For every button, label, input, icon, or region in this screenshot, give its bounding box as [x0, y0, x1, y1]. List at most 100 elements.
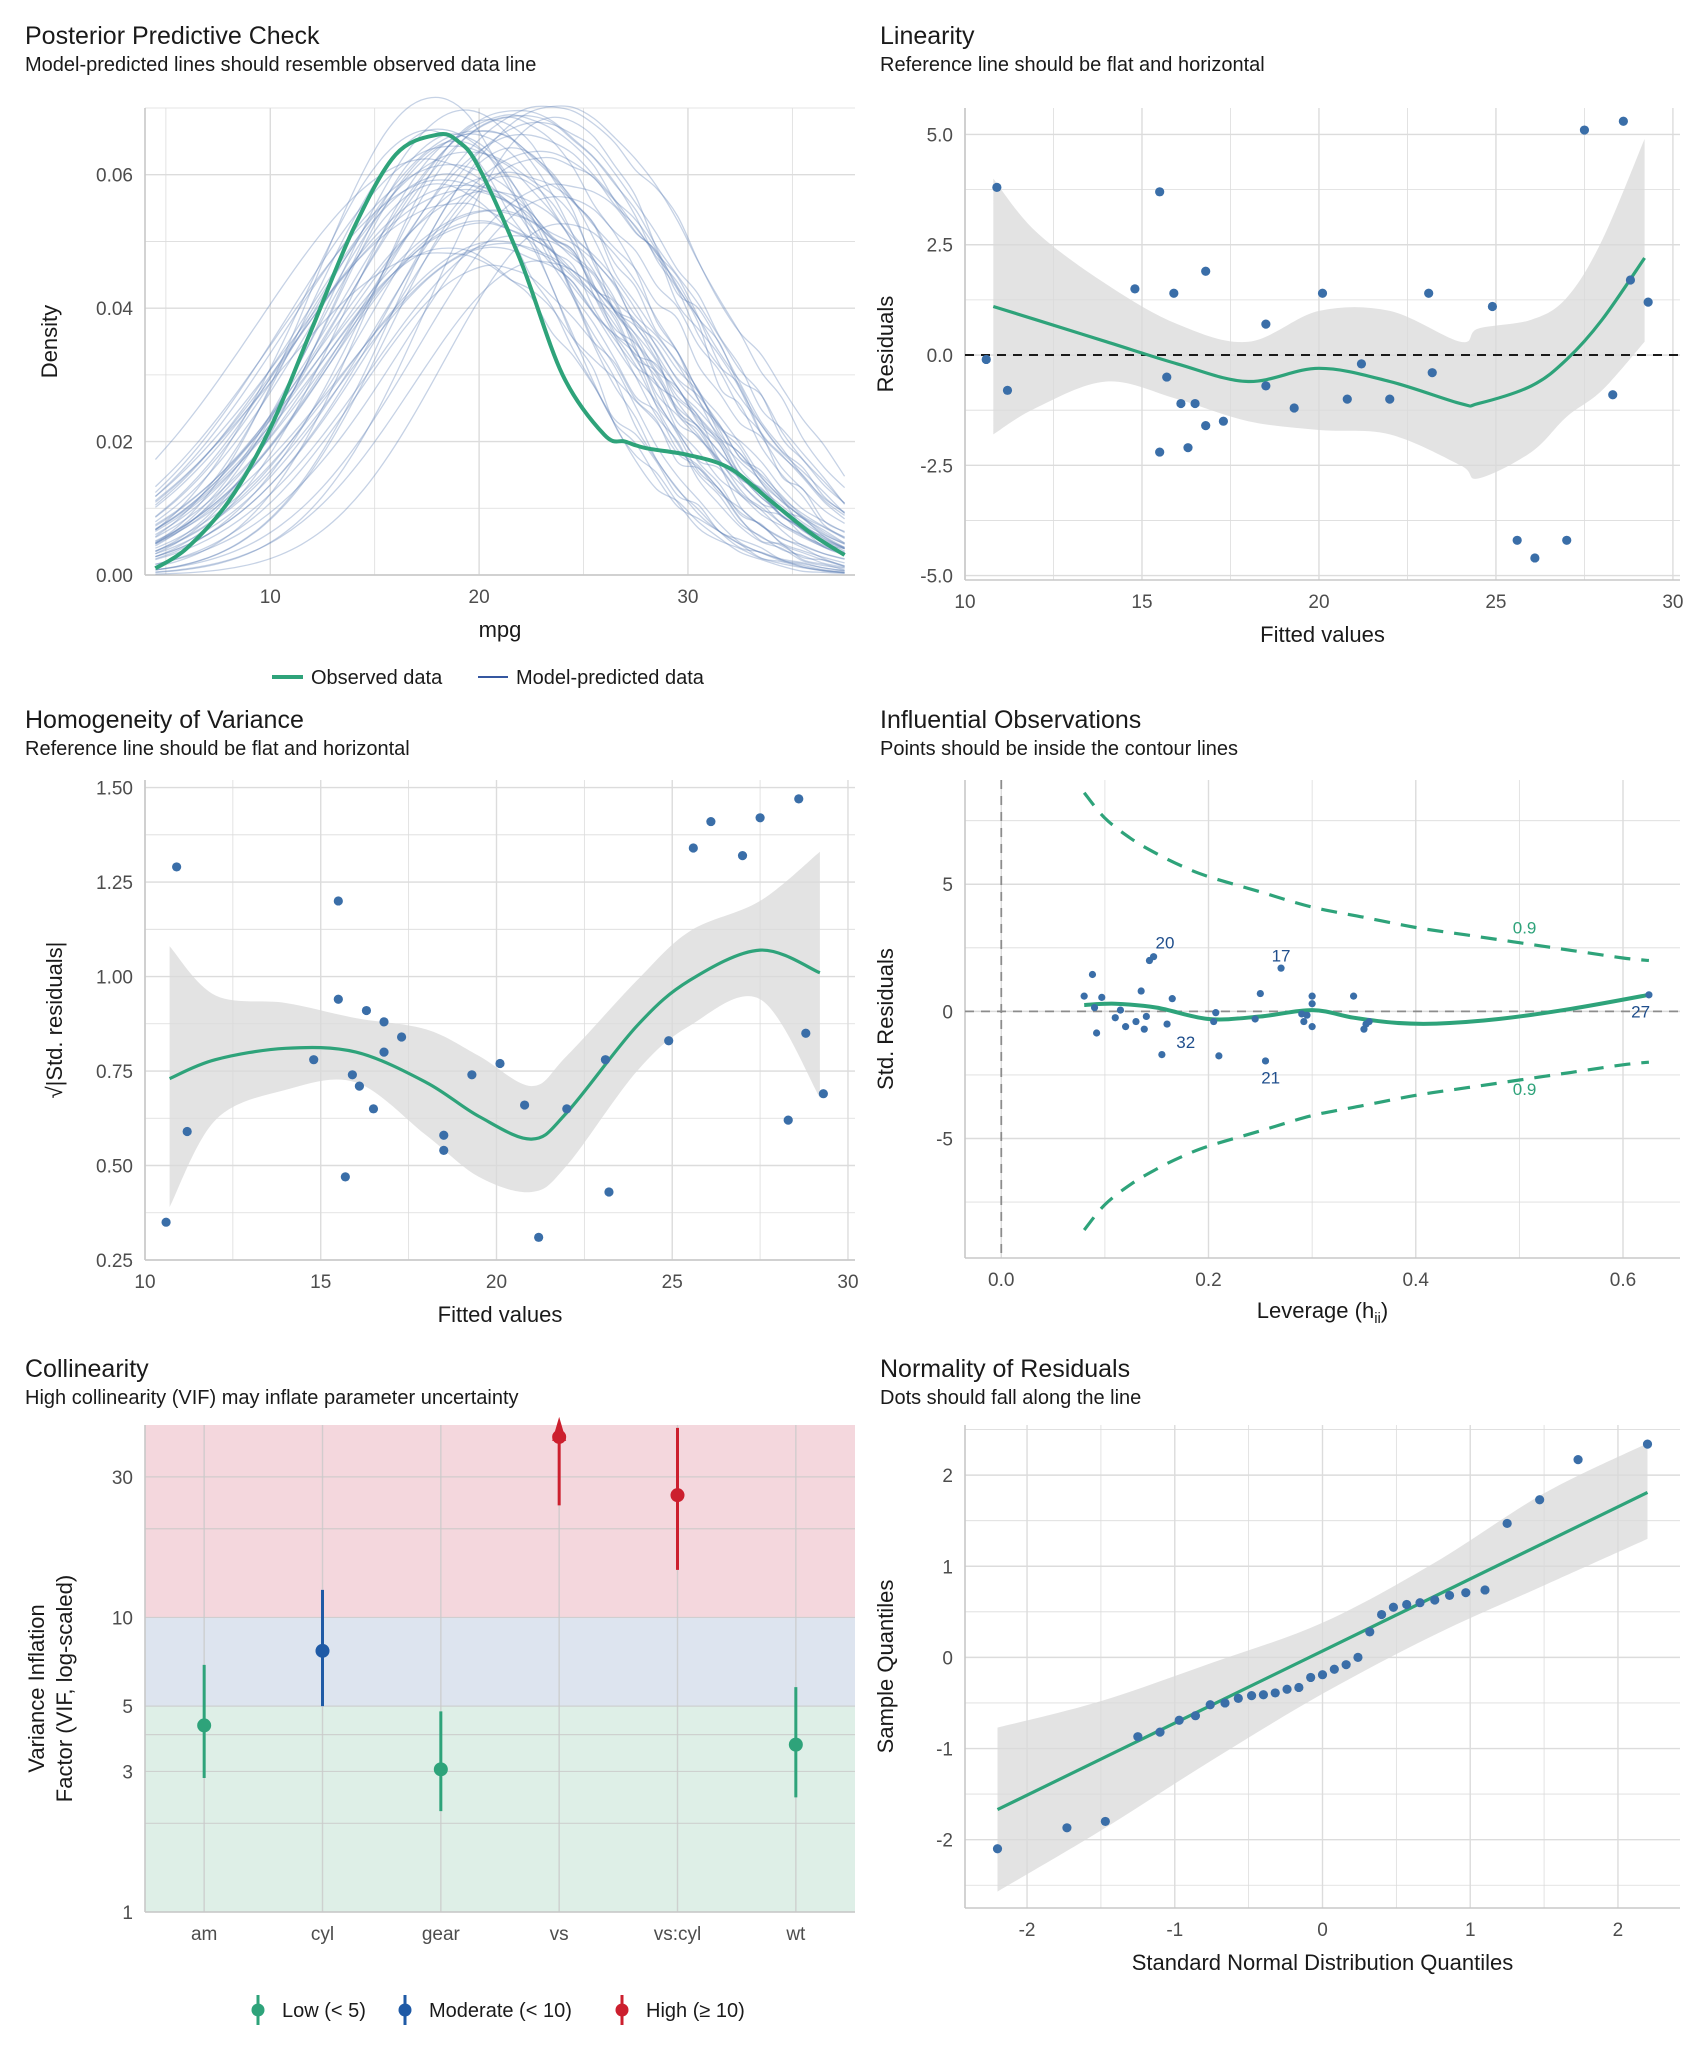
panel-subtitle: Reference line should be flat and horizo…: [25, 738, 410, 760]
model-predicted-line: [154, 130, 845, 545]
leverage-point: [1261, 1057, 1270, 1065]
legend-label-high: High (≥ 10): [646, 2000, 745, 2022]
x-tick-label: vs: [550, 1924, 569, 1945]
residual-point: [1562, 535, 1572, 545]
panel-subtitle: High collinearity (VIF) may inflate para…: [25, 1387, 519, 1409]
qq-point: [1282, 1684, 1292, 1694]
x-tick-label: 0: [1317, 1920, 1328, 1941]
model-predicted-line: [155, 246, 845, 555]
qq-point: [1258, 1690, 1269, 1700]
model-predicted-line: [155, 247, 845, 572]
residual-point: [1261, 319, 1271, 329]
model-predicted-line: [155, 183, 845, 574]
qq-point: [1190, 1711, 1201, 1721]
qq-point: [1430, 1595, 1440, 1605]
model-predicted-line: [155, 133, 845, 569]
model-predicted-line: [154, 151, 845, 544]
x-axis-label: mpg: [479, 617, 522, 642]
residual-point: [1169, 288, 1179, 298]
residual-point: [1002, 385, 1013, 395]
vif-zone-high: [145, 1425, 855, 1618]
y-tick-label: 1.50: [96, 779, 133, 800]
scale-location-point: [309, 1055, 319, 1065]
qq-point: [1317, 1670, 1328, 1680]
panel-title: Linearity: [880, 22, 975, 50]
x-axis-label-main: Leverage (h: [1257, 1298, 1374, 1323]
leverage-point: [1093, 1029, 1101, 1037]
leverage-point: [1090, 1003, 1099, 1012]
residual-point: [1130, 284, 1140, 294]
leverage-point: [1163, 1020, 1171, 1028]
leverage-point: [1111, 1014, 1119, 1022]
panel-title: Collinearity: [25, 1355, 149, 1383]
qq-point: [1100, 1816, 1110, 1827]
y-tick-label: -2.5: [920, 456, 953, 477]
qq-point: [1365, 1627, 1375, 1637]
scale-location-point: [172, 862, 182, 872]
x-tick-label: vs:cyl: [654, 1924, 702, 1945]
scale-location-point: [688, 843, 698, 853]
residual-point: [1385, 394, 1395, 404]
residual-point: [1618, 116, 1628, 126]
scale-location-point: [379, 1017, 389, 1027]
vif-zone-low: [145, 1706, 855, 1912]
x-tick-label: 30: [677, 587, 698, 608]
model-predicted-line: [155, 105, 846, 542]
contour-label: 0.9: [1513, 918, 1537, 937]
legend-label-predicted: Model-predicted data: [516, 667, 705, 689]
model-predicted-line: [154, 184, 845, 550]
qq-point: [1388, 1602, 1399, 1612]
scale-location-point: [604, 1187, 614, 1197]
leverage-point: [1137, 987, 1145, 995]
y-axis-label: √|Std. residuals|: [42, 942, 67, 1099]
residual-point: [1317, 288, 1328, 298]
confidence-band: [169, 851, 820, 1208]
x-tick-label: 2: [1613, 1920, 1624, 1941]
qq-point: [1294, 1682, 1304, 1693]
y-tick-label: 3: [122, 1762, 133, 1783]
panel-title: Homogeneity of Variance: [25, 706, 304, 734]
residual-point: [992, 182, 1002, 193]
leverage-point: [1168, 995, 1176, 1003]
legend-key-point-low: [251, 2003, 265, 2017]
leverage-point: [1210, 1017, 1218, 1026]
model-predicted-line: [155, 220, 845, 560]
leverage-point: [1256, 989, 1264, 998]
scale-location-point: [340, 1172, 350, 1182]
x-tick-label: 0.6: [1610, 1270, 1636, 1291]
leverage-point: [1365, 1017, 1373, 1026]
residual-point: [1261, 381, 1271, 391]
model-predicted-line: [154, 163, 845, 554]
loess-fit-line: [168, 948, 821, 1141]
leverage-point: [1088, 970, 1097, 979]
loess-fit-line: [1084, 992, 1650, 1026]
qq-point: [1444, 1590, 1455, 1601]
x-tick-label: 25: [1485, 592, 1506, 613]
leverage-point: [1303, 1011, 1311, 1019]
y-tick-label: 5: [122, 1697, 133, 1718]
qq-point: [1642, 1439, 1653, 1449]
scale-location-point: [379, 1047, 389, 1057]
x-tick-label: 25: [662, 1272, 683, 1293]
qq-point: [992, 1844, 1003, 1854]
residual-point: [1643, 297, 1653, 307]
scale-location-point: [737, 850, 748, 861]
panel-subtitle: Model-predicted lines should resemble ob…: [25, 54, 536, 76]
residual-point: [1512, 535, 1522, 545]
scale-location-point: [347, 1070, 357, 1080]
panel-title: Posterior Predictive Check: [25, 22, 320, 50]
x-tick-label: 20: [486, 1272, 507, 1293]
model-predicted-line: [155, 156, 846, 558]
residual-point: [1427, 368, 1437, 378]
y-axis-label: Residuals: [873, 296, 898, 393]
residual-point: [1289, 403, 1299, 413]
residual-point: [1342, 394, 1352, 404]
qq-point: [1415, 1598, 1425, 1608]
leverage-point: [1132, 1017, 1140, 1026]
residual-point: [1183, 443, 1193, 453]
model-predicted-line: [155, 133, 845, 574]
residual-point: [1424, 288, 1434, 298]
x-tick-label: 20: [1308, 592, 1329, 613]
leverage-point: [1158, 1050, 1166, 1059]
